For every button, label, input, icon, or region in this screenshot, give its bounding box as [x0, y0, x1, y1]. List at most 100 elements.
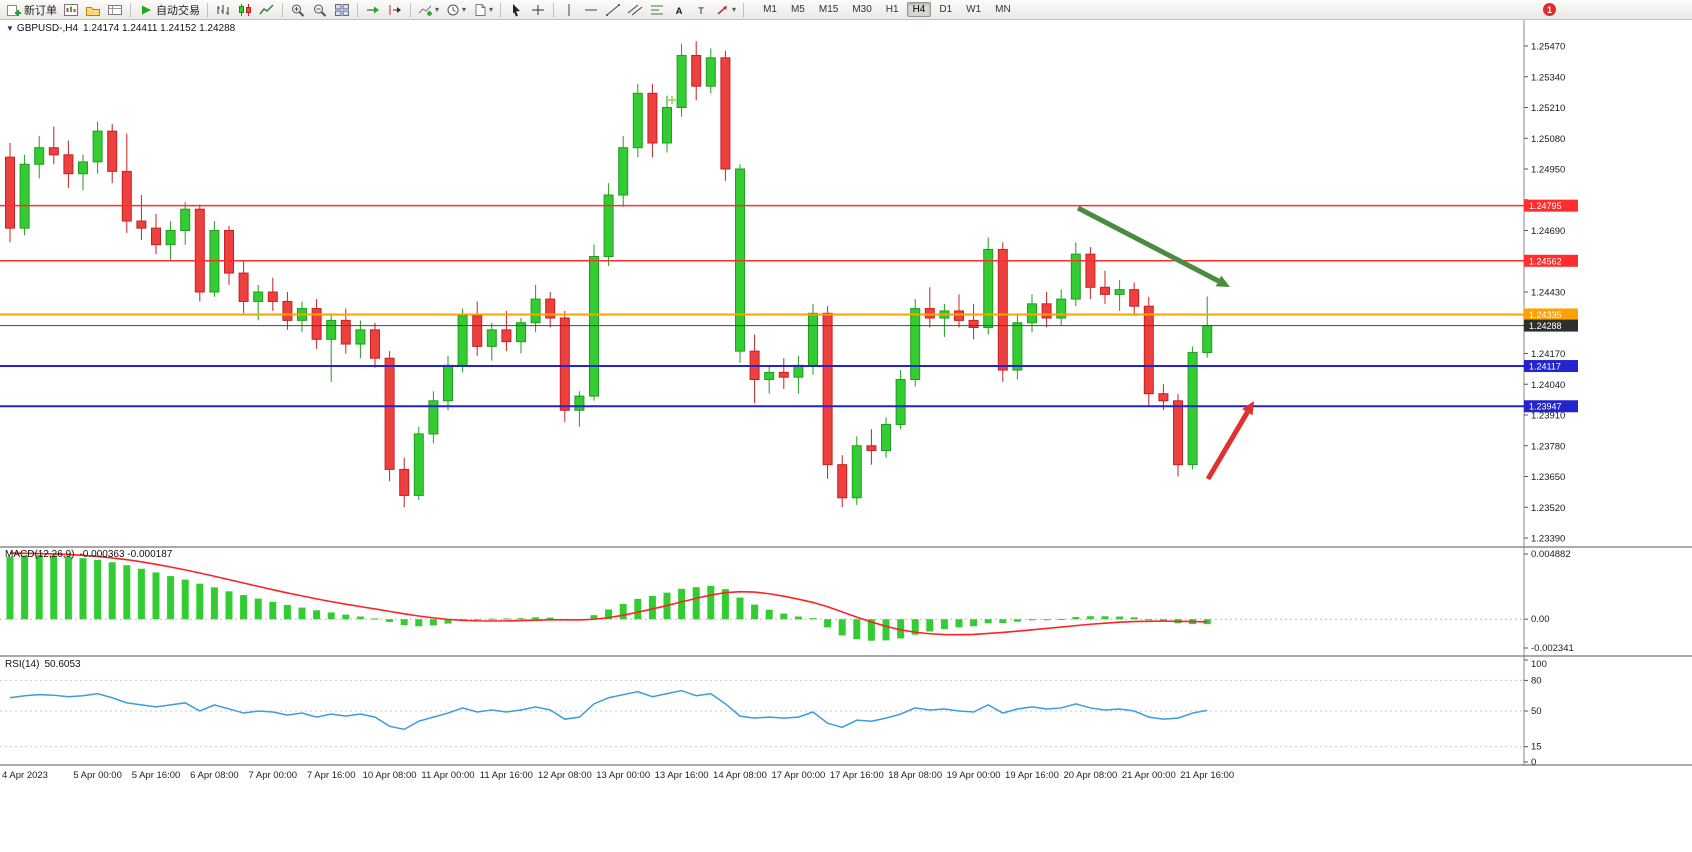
green-down-arrow-head[interactable] — [1215, 275, 1230, 287]
candle — [866, 429, 877, 465]
candle — [1202, 296, 1213, 358]
horizontal-line-button[interactable] — [580, 1, 602, 19]
candle-body — [1129, 289, 1140, 307]
candle-body — [954, 310, 964, 321]
macd-axis-label: -0.002341 — [1531, 643, 1574, 654]
candle-body — [997, 248, 1008, 371]
price-tag — [1524, 254, 1578, 267]
time-axis[interactable]: 4 Apr 2023 5 Apr 00:00 5 Apr 16:00 6 Apr 08… — [2, 770, 1234, 781]
macd-histogram-bar — [853, 619, 861, 640]
macd-histogram-bar — [79, 558, 87, 620]
macd-histogram-bar — [64, 556, 72, 620]
vertical-line-button[interactable] — [558, 1, 580, 19]
indicators-button[interactable]: ▾ — [415, 1, 442, 19]
fibonacci-button[interactable] — [646, 1, 668, 19]
price-axis[interactable]: 1.25470 1.25340 1.25210 1.25080 1.24950 1.246… — [1524, 42, 1565, 545]
candle — [1056, 289, 1067, 326]
timeframe-button-w1[interactable]: W1 — [966, 4, 982, 15]
symbol-dropdown-icon[interactable]: ▼ — [6, 24, 14, 33]
timeframe-button-m15[interactable]: M15 — [818, 4, 839, 15]
candle-body — [34, 147, 45, 165]
candle — [486, 322, 497, 361]
chart-title: ▼ GBPUSD-,H4 1.24174 1.24411 1.24152 1.242… — [6, 23, 235, 34]
pane-separator[interactable] — [0, 546, 1692, 548]
bar-chart-button[interactable] — [212, 1, 234, 19]
line-chart-button[interactable] — [256, 1, 278, 19]
tile-windows-button[interactable] — [331, 1, 353, 19]
macd-histogram-bar — [984, 619, 992, 624]
cursor-button[interactable] — [505, 1, 527, 19]
timeframe-button-m1[interactable]: M1 — [763, 4, 777, 15]
macd-values: -0.000363 -0.000187 — [79, 549, 173, 560]
textA-icon: A — [676, 6, 683, 17]
toolbar-separator — [282, 2, 283, 17]
price-tag — [1524, 360, 1578, 373]
candle — [1129, 282, 1140, 316]
zoom-in-button[interactable] — [287, 1, 309, 19]
macd-histogram-bar — [342, 614, 350, 620]
text-label-button[interactable]: T — [690, 1, 712, 19]
trendline-button[interactable] — [602, 1, 624, 19]
arrows-tool-button[interactable]: ▾ — [712, 1, 739, 19]
timeframe-button-h1[interactable]: H1 — [885, 4, 899, 15]
price-tick-label: 1.24950 — [1531, 165, 1565, 176]
candle — [764, 365, 775, 394]
time-axis-label: 18 Apr 08:00 — [888, 770, 942, 781]
templates-button[interactable]: ▾ — [469, 1, 496, 19]
red-up-arrow-head[interactable] — [1242, 401, 1254, 416]
time-axis-label: 5 Apr 00:00 — [73, 770, 122, 781]
candle — [574, 391, 585, 427]
rsi-pane[interactable]: 100 80 50 15 0 — [0, 659, 1547, 768]
new-order-button-label: 新订单 — [24, 4, 57, 17]
auto-scroll-button[interactable] — [362, 1, 384, 19]
new-order-button[interactable]: 新订单 — [3, 1, 60, 19]
candles — [5, 41, 1213, 508]
candle — [851, 436, 862, 505]
macd-histogram-bar — [1057, 618, 1065, 620]
notification-badge[interactable]: 1 — [1543, 3, 1556, 16]
timeframe-button-mn[interactable]: MN — [995, 4, 1011, 15]
time-axis-label: 4 Apr 2023 — [2, 770, 48, 781]
macd-histogram-bar — [1013, 619, 1021, 622]
autotrading-button[interactable]: 自动交易 — [135, 1, 203, 19]
price-tag-label: 1.24335 — [1529, 310, 1562, 320]
pane-separator[interactable] — [0, 764, 1692, 766]
red-up-arrow[interactable] — [1205, 410, 1250, 481]
candle — [983, 237, 994, 335]
macd-histogram-bar — [1101, 616, 1109, 620]
chevron-down-icon: ▾ — [435, 5, 440, 14]
timeframe-button-m5[interactable]: M5 — [790, 4, 805, 15]
macd-histogram-bar — [210, 587, 218, 620]
macd-histogram-bar — [765, 609, 773, 620]
periods-button[interactable]: ▾ — [442, 1, 469, 19]
candle — [589, 244, 599, 401]
highlight-cross-marker[interactable] — [668, 96, 676, 104]
zoom-out-button[interactable] — [309, 1, 331, 19]
candle-body — [1012, 322, 1023, 371]
candle — [1012, 313, 1023, 380]
green-down-arrow[interactable] — [1076, 205, 1220, 284]
equidistant-channel-button[interactable] — [624, 1, 646, 19]
timeframe-button-d1[interactable]: D1 — [939, 4, 953, 15]
timeframe-group: M1 M5 M15 M30 H1 H4 D1 W1 MN — [756, 2, 1018, 17]
pane-separator[interactable] — [0, 655, 1692, 657]
chart-canvas[interactable]: 1.25470 1.25340 1.25210 1.25080 1.24950 1.246… — [0, 20, 1692, 847]
data-window-button[interactable] — [104, 1, 126, 19]
candle — [910, 299, 921, 387]
chart-shift-button[interactable] — [384, 1, 406, 19]
text-button[interactable]: A — [668, 1, 690, 19]
candle — [311, 299, 322, 349]
macd-pane[interactable]: 0.004882 0.00 -0.002341 — [0, 549, 1574, 654]
price-tag-label: 1.24562 — [1529, 256, 1562, 266]
price-tag — [1524, 308, 1578, 321]
price-tick-label: 1.24430 — [1531, 288, 1565, 299]
candlestick-chart-button[interactable] — [234, 1, 256, 19]
chart-window-icon — [64, 3, 78, 16]
crosshair-button[interactable] — [527, 1, 549, 19]
candle — [1114, 280, 1125, 311]
charts-button[interactable] — [60, 1, 82, 19]
profiles-button[interactable] — [82, 1, 104, 19]
timeframe-button-h4[interactable]: H4 — [906, 2, 932, 17]
candle-body — [1027, 303, 1037, 324]
timeframe-button-m30[interactable]: M30 — [852, 4, 872, 15]
